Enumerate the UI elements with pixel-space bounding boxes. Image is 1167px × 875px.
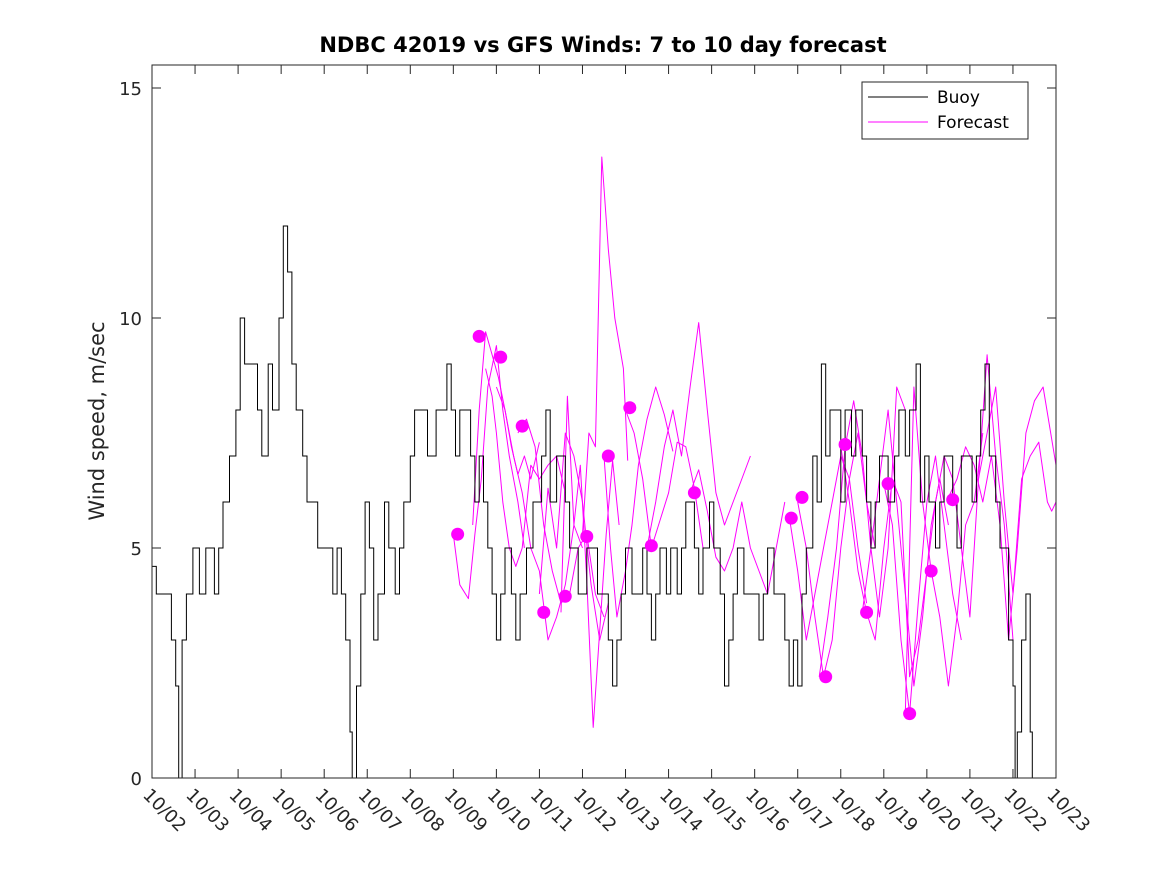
forecast-line	[689, 469, 786, 595]
forecast-marker	[838, 438, 852, 451]
series-layer	[152, 156, 1057, 779]
legend-forecast-label: Forecast	[937, 113, 1009, 133]
forecast-marker	[451, 527, 465, 541]
forecast-marker	[644, 539, 658, 553]
forecast-marker	[784, 511, 798, 525]
forecast-line	[538, 432, 609, 641]
chart-title: NDBC 42019 vs GFS Winds: 7 to 10 day for…	[319, 33, 886, 57]
forecast-line	[560, 395, 620, 728]
forecast-marker	[795, 490, 809, 504]
forecast-marker	[472, 329, 486, 343]
legend-buoy-label: Buoy	[937, 88, 980, 108]
forecast-line	[603, 386, 674, 618]
forecast-marker	[623, 401, 637, 415]
forecast-marker	[558, 589, 572, 603]
legend: Buoy Forecast	[861, 81, 1029, 140]
y-tick-label: 5	[131, 539, 142, 560]
forecast-marker	[537, 605, 551, 619]
forecast-marker	[819, 670, 833, 684]
forecast-marker	[601, 449, 615, 463]
forecast-marker	[515, 419, 529, 433]
y-tick-label: 15	[119, 79, 142, 100]
forecast-line	[926, 354, 1014, 641]
forecast-marker	[924, 564, 938, 578]
forecast-line	[495, 386, 583, 641]
forecast-line	[582, 156, 629, 535]
forecast-marker	[903, 707, 917, 721]
y-tick-label: 0	[131, 769, 142, 790]
forecast-marker	[881, 477, 895, 491]
y-axis-label: Wind speed, m/sec	[85, 321, 109, 520]
legend-box	[861, 81, 1029, 140]
forecast-line	[904, 386, 984, 714]
plot-box-border	[151, 64, 1057, 779]
forecast-line	[646, 322, 751, 549]
buoy-line	[152, 225, 1033, 779]
forecast-marker	[580, 530, 594, 543]
forecast-marker	[687, 486, 701, 500]
forecast-line	[840, 446, 928, 678]
forecast-line	[485, 368, 566, 567]
forecast-markers	[451, 329, 960, 721]
y-axis-ticks: 0 5 10 15	[119, 79, 1056, 790]
forecast-line	[452, 345, 525, 600]
forecast-marker	[494, 350, 508, 364]
forecast-line	[797, 432, 876, 678]
forecast-marker	[946, 493, 960, 507]
forecast-line	[883, 455, 962, 715]
forecast-line	[978, 386, 1057, 595]
forecast-line	[625, 409, 704, 549]
y-tick-label: 10	[119, 309, 142, 330]
forecast-marker	[860, 605, 874, 619]
